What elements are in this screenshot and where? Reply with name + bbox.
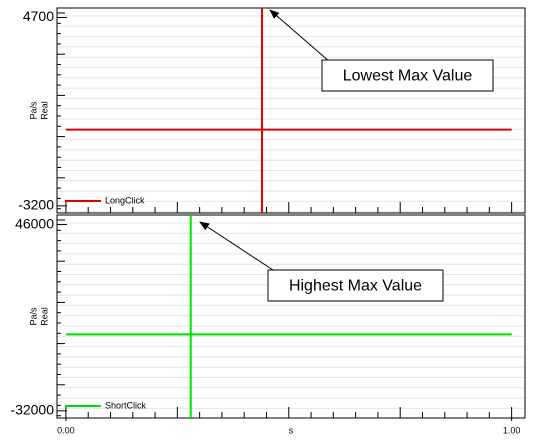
y-tick-label: -3200 bbox=[18, 197, 54, 213]
y-axis-label: Real bbox=[39, 101, 49, 120]
annotation-box bbox=[267, 269, 444, 302]
annotation: Lowest Max Value bbox=[343, 68, 473, 85]
line-series bbox=[65, 8, 512, 213]
x-tick-label: 0.00 bbox=[57, 425, 75, 435]
x-tick-label: 1.00 bbox=[503, 425, 521, 435]
plot-frame bbox=[56, 7, 526, 214]
legend-label: ShortClick bbox=[105, 400, 147, 410]
series-group bbox=[65, 8, 512, 213]
y-axis-label: Pa/s bbox=[28, 307, 38, 326]
y-axis-label: Pa/s bbox=[28, 101, 38, 120]
legend-label: LongClick bbox=[105, 195, 145, 205]
y-tick-label: 46000 bbox=[15, 215, 54, 231]
x-axis-label: s bbox=[289, 425, 294, 435]
plot-frame bbox=[56, 214, 526, 419]
y-axis-label: Real bbox=[39, 307, 49, 326]
annotation: Highest Max Value bbox=[289, 278, 422, 295]
line-series bbox=[65, 215, 512, 418]
series-group bbox=[65, 215, 512, 418]
y-tick-label: -32000 bbox=[10, 402, 54, 418]
annotation-box bbox=[321, 59, 494, 92]
y-tick-label: 4700 bbox=[23, 8, 54, 24]
annotation-arrow bbox=[199, 221, 277, 273]
annotation-arrow bbox=[269, 9, 331, 63]
